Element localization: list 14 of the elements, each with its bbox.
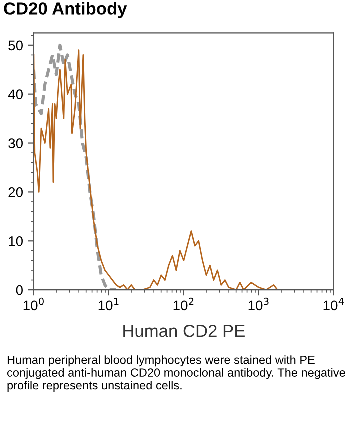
x-tick-label: 10$^{2}$	[174, 298, 194, 311]
y-tick-label: 20	[8, 188, 23, 198]
y-tick-label: 40	[8, 90, 23, 100]
x-tick-label: 10$^{1}$	[98, 298, 119, 311]
x-axis-title: Human CD2 PE	[124, 324, 245, 338]
y-tick-label: 50	[8, 40, 23, 51]
y-tick-label: 30	[8, 138, 23, 148]
x-tick-label: 10$^{4}$	[324, 298, 344, 311]
y-tick-label: 0	[16, 285, 23, 296]
x-tick-label: 10$^{0}$	[24, 298, 44, 311]
chart-title: CD20 Antibody	[4, 2, 128, 18]
x-tick-label: 10$^{3}$	[248, 298, 269, 311]
y-tick-label: 10	[9, 236, 23, 246]
text: Human peripheral blood lymphocytes were stained with PE conjugated anti-human CD20 monoclonal antibody. The negative profile represents unstained cells.	[8, 356, 346, 392]
